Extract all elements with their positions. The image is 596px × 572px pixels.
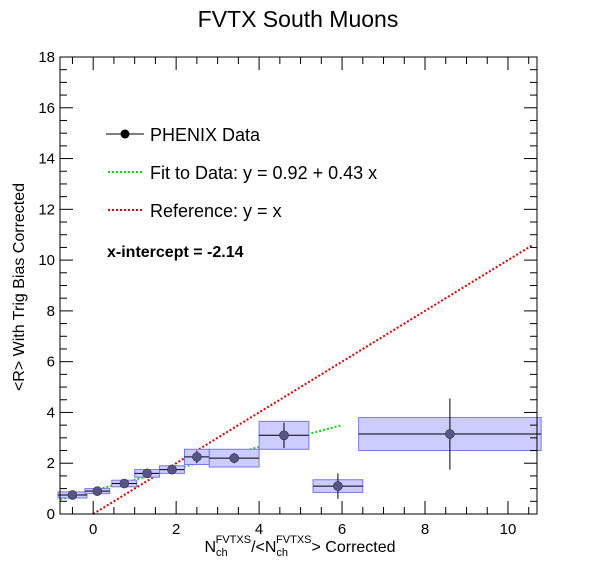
data-point-1 — [57, 490, 88, 500]
data-marker — [279, 430, 289, 441]
x-tick-label: 8 — [421, 521, 429, 538]
data-point-3 — [111, 478, 138, 489]
y-tick-label: 10 — [38, 252, 55, 269]
data-point-4 — [134, 468, 161, 479]
y-tick-label: 4 — [47, 404, 55, 421]
chart-title: FVTX South Muons — [198, 6, 399, 32]
data-marker — [92, 486, 103, 496]
data-point-2 — [84, 486, 111, 496]
legend-entry-data: PHENIX Data — [106, 125, 261, 145]
axes: 0 2 4 6 8 10 0 2 4 6 8 10 12 14 16 18 — [38, 49, 538, 538]
y-tick-label: 18 — [38, 49, 55, 66]
data-marker — [229, 453, 240, 463]
x-axis-label: NchFVTXS/<NchFVTXS> Corrected — [204, 534, 395, 559]
data-point-5 — [159, 464, 185, 475]
data-marker — [142, 468, 152, 479]
legend-label-fit: Fit to Data: y = 0.92 + 0.43 x — [150, 163, 377, 183]
data-point-10 — [358, 398, 542, 470]
x-tick-label: 0 — [89, 521, 97, 538]
x-intercept-annotation: x-intercept = -2.14 — [107, 244, 244, 261]
y-tick-label: 8 — [47, 303, 55, 320]
x-tick-label: 10 — [500, 521, 517, 538]
x-tick-label: 6 — [338, 521, 346, 538]
plot-area — [57, 244, 542, 515]
data-point-7 — [208, 448, 260, 468]
y-tick-label: 2 — [47, 455, 55, 472]
x-tick-label: 4 — [255, 521, 263, 538]
y-axis-label: <R> With Trig Bias Corrected — [11, 183, 28, 391]
y-tick-label: 12 — [38, 201, 55, 218]
data-point-9 — [312, 473, 364, 499]
data-point-6 — [183, 448, 210, 465]
data-marker — [67, 490, 78, 500]
data-marker — [445, 429, 455, 439]
y-tick-label: 6 — [47, 354, 55, 371]
y-tick-label: 0 — [47, 506, 55, 523]
data-marker — [119, 478, 130, 489]
legend: PHENIX Data Fit to Data: y = 0.92 + 0.43… — [106, 125, 377, 221]
legend-marker-point — [120, 129, 130, 139]
data-marker — [192, 452, 202, 462]
data-marker — [167, 464, 177, 475]
data-point-8 — [258, 420, 310, 450]
y-tick-label: 14 — [38, 151, 55, 168]
legend-label-reference: Reference: y = x — [150, 201, 282, 221]
y-tick-label: 16 — [38, 100, 55, 117]
x-tick-label: 2 — [172, 521, 180, 538]
legend-entry-reference: Reference: y = x — [108, 201, 282, 221]
data-marker — [333, 481, 343, 491]
legend-entry-fit: Fit to Data: y = 0.92 + 0.43 x — [108, 163, 377, 183]
legend-label-data: PHENIX Data — [150, 125, 261, 145]
